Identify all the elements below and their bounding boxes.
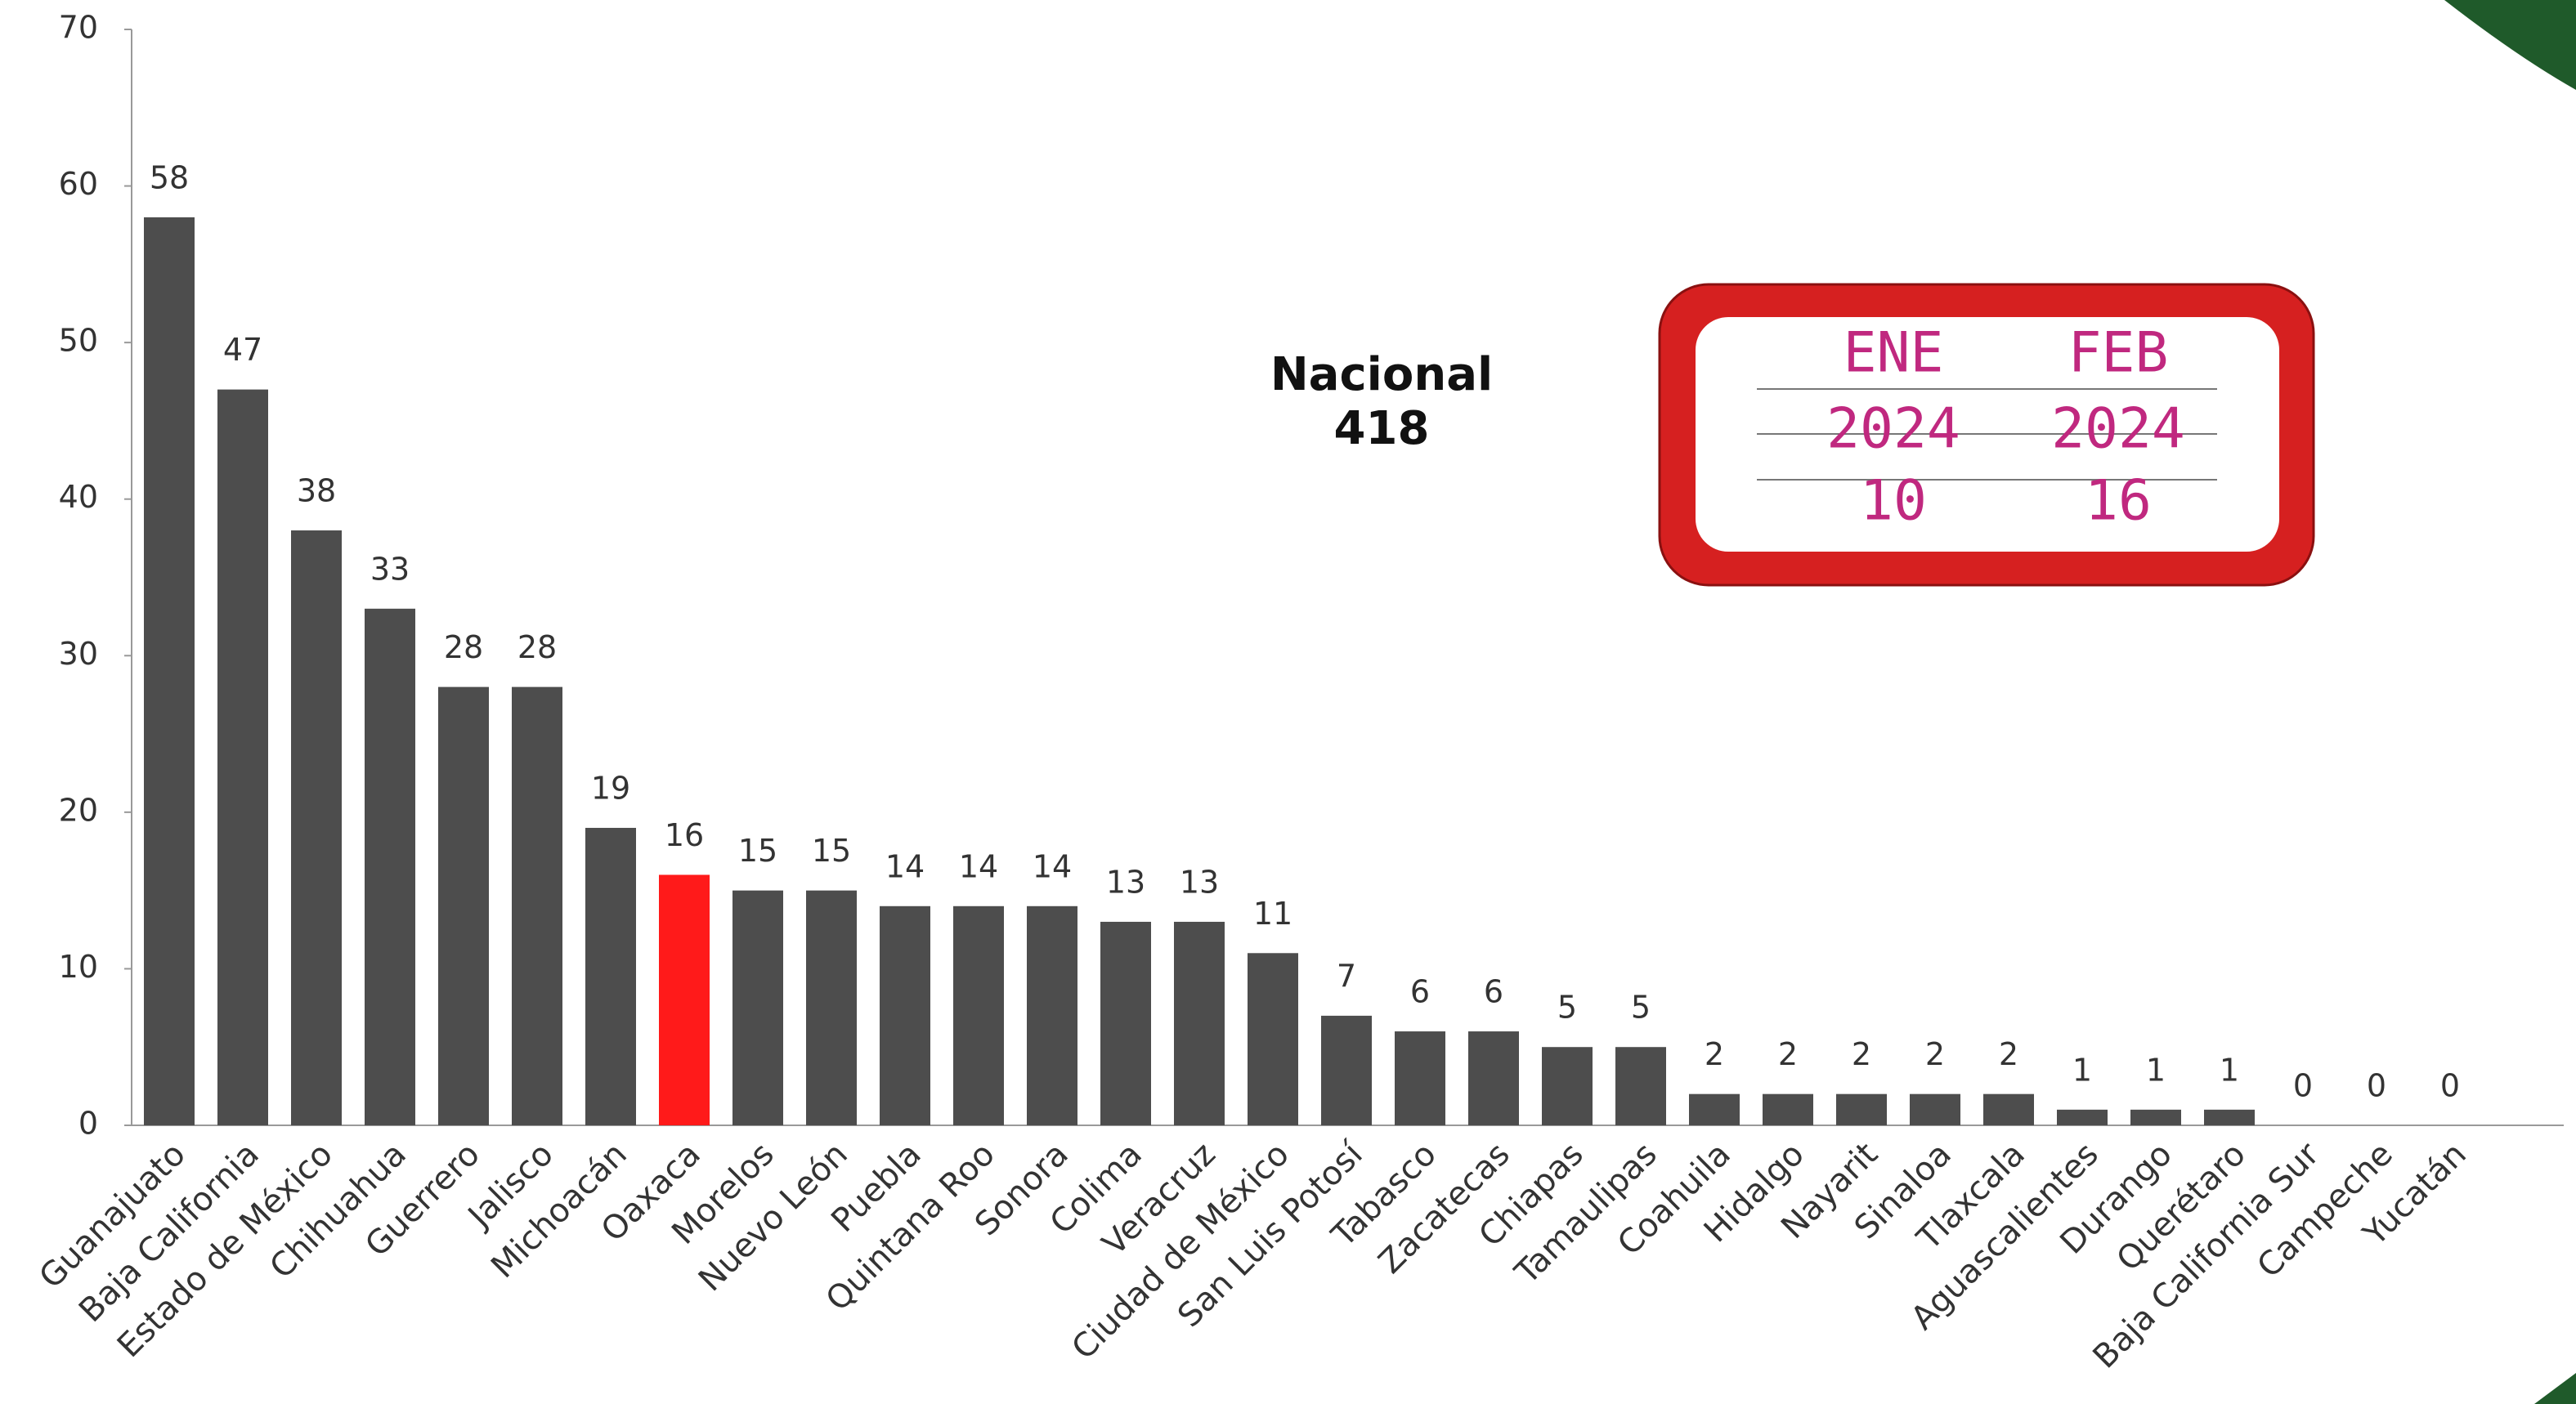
- value-label: 2: [1705, 1036, 1724, 1072]
- value-label: 0: [2440, 1068, 2460, 1104]
- bar: [144, 217, 195, 1125]
- bar: [1321, 1015, 1372, 1125]
- table-header: ENE: [1844, 321, 1944, 386]
- y-tick-label: 0: [78, 1106, 98, 1142]
- value-label: 0: [2367, 1068, 2386, 1104]
- value-label: 28: [517, 629, 557, 665]
- bar: [512, 686, 562, 1125]
- value-label: 5: [1631, 990, 1651, 1026]
- value-label: 2: [1852, 1036, 1871, 1072]
- value-label: 2: [1925, 1036, 1945, 1072]
- value-label: 13: [1180, 864, 1219, 900]
- y-tick-label: 50: [59, 323, 98, 359]
- bar: [438, 686, 489, 1125]
- decoration: [2444, 0, 2576, 90]
- value-label: 47: [223, 332, 262, 368]
- value-label: 6: [1410, 974, 1430, 1010]
- value-label: 7: [1337, 958, 1356, 994]
- value-label: 6: [1484, 974, 1503, 1010]
- value-label: 38: [297, 473, 336, 509]
- value-label: 0: [2293, 1068, 2313, 1104]
- table-cell: 10: [1860, 469, 1927, 534]
- value-label: 14: [885, 848, 925, 884]
- bar: [1836, 1093, 1887, 1125]
- bar: [880, 905, 930, 1125]
- value-label: 19: [591, 771, 630, 807]
- y-tick-label: 60: [59, 166, 98, 202]
- value-label: 2: [1999, 1036, 2018, 1072]
- bar: [1027, 905, 1077, 1125]
- bar: [217, 389, 268, 1126]
- bar: [806, 890, 857, 1125]
- table-header: FEB: [2068, 321, 2169, 386]
- bar: [732, 890, 783, 1125]
- value-label: 15: [738, 833, 777, 869]
- value-label: 28: [444, 629, 483, 665]
- value-label: 1: [2146, 1052, 2166, 1088]
- value-label: 15: [812, 833, 851, 869]
- table-cell: 2024: [2051, 397, 2185, 462]
- bar: [1395, 1031, 1445, 1125]
- bar: [1763, 1093, 1813, 1125]
- bar: [953, 905, 1004, 1125]
- value-label: 11: [1253, 896, 1292, 932]
- bar: [2057, 1109, 2108, 1125]
- bar: [1542, 1047, 1593, 1125]
- value-label: 1: [2072, 1052, 2092, 1088]
- bar: [1100, 921, 1151, 1125]
- bar: [585, 828, 636, 1125]
- value-label: 14: [1033, 848, 1072, 884]
- bar: [1689, 1093, 1740, 1125]
- value-label: 58: [150, 159, 189, 195]
- y-tick-label: 40: [59, 479, 98, 515]
- bar: [2204, 1109, 2255, 1125]
- y-tick-label: 10: [59, 949, 98, 985]
- table-cell: 16: [2085, 469, 2152, 534]
- bar: [659, 874, 710, 1125]
- bar: [1910, 1093, 1960, 1125]
- y-tick-label: 20: [59, 792, 98, 828]
- value-label: 16: [665, 817, 704, 853]
- national-label: Nacional: [1270, 348, 1493, 401]
- value-label: 1: [2220, 1052, 2239, 1088]
- bar: [1468, 1031, 1519, 1125]
- bar: [2130, 1109, 2181, 1125]
- national-value: 418: [1334, 402, 1430, 455]
- decoration: [2534, 1373, 2576, 1404]
- y-tick-label: 30: [59, 636, 98, 672]
- value-label: 14: [959, 848, 998, 884]
- value-label: 2: [1778, 1036, 1798, 1072]
- table-cell: 2024: [1826, 397, 1960, 462]
- value-label: 13: [1106, 864, 1145, 900]
- bar: [1248, 953, 1298, 1125]
- bar: [1615, 1047, 1666, 1125]
- bar: [1174, 921, 1225, 1125]
- bar: [365, 608, 415, 1125]
- bar: [291, 530, 342, 1125]
- y-tick-label: 70: [59, 10, 98, 46]
- bar: [1983, 1093, 2034, 1125]
- value-label: 33: [370, 551, 410, 587]
- value-label: 5: [1557, 990, 1577, 1026]
